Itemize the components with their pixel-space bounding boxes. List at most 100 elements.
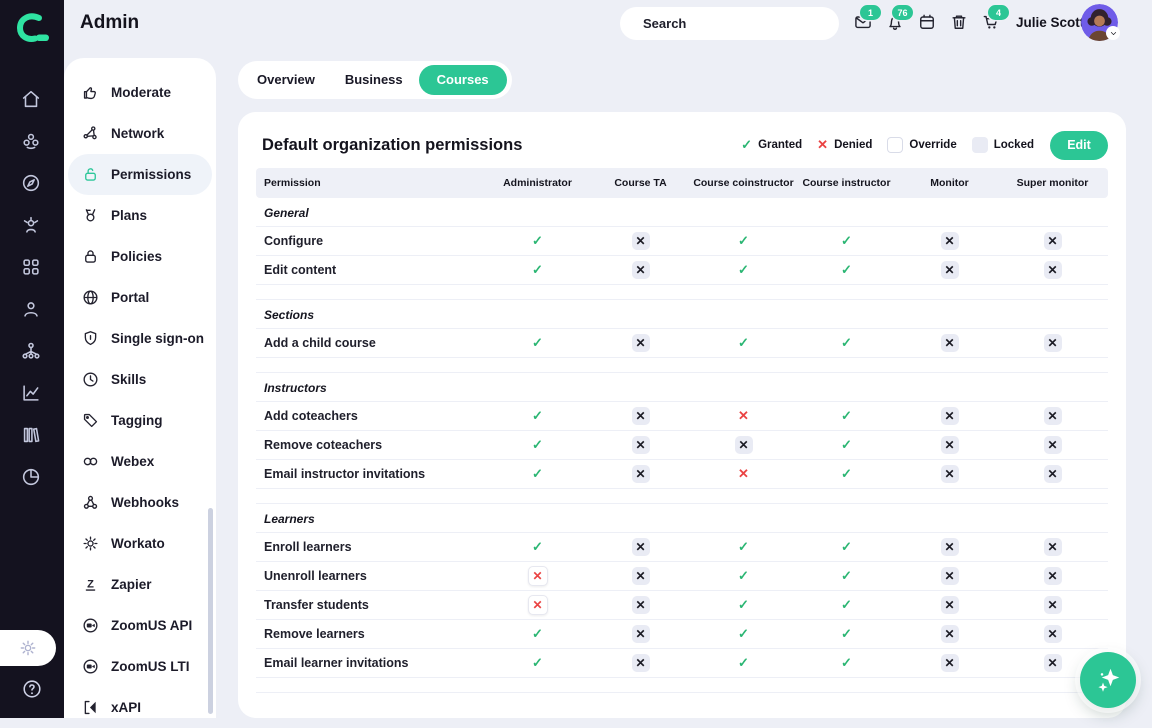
sidebar-item-portal[interactable]: Portal <box>68 277 212 318</box>
sidebar-item-skills[interactable]: Skills <box>68 359 212 400</box>
hierarchy-icon <box>20 340 42 362</box>
permission-cell: ✕ <box>1001 654 1104 672</box>
rail-item-compass[interactable] <box>20 172 44 196</box>
legend-label: Locked <box>993 139 1034 151</box>
assistant-fab[interactable] <box>1080 652 1136 708</box>
granted-check-icon: ✓ <box>738 233 749 248</box>
trash-button[interactable] <box>949 12 969 32</box>
locked-x-icon: ✕ <box>1043 654 1062 672</box>
sidebar-item-label: Portal <box>111 290 150 305</box>
table-row: Add a child course ✓ ✕ ✓ ✓ ✕ ✕ <box>256 329 1108 358</box>
locked-x-icon: ✕ <box>1043 436 1062 454</box>
sidebar-item-label: ZoomUS API <box>111 618 193 633</box>
legend-granted: ✓ Granted <box>741 137 802 153</box>
rail-item-pie[interactable] <box>20 466 44 490</box>
permission-cell: ✕ <box>486 566 589 586</box>
sidebar-item-network[interactable]: Network <box>68 113 212 154</box>
icon-rail <box>0 0 64 718</box>
sidebar-item-permissions[interactable]: Permissions <box>68 154 212 195</box>
sidebar-item-policies[interactable]: Policies <box>68 236 212 277</box>
edit-button[interactable]: Edit <box>1050 130 1108 160</box>
gear-icon <box>18 638 38 658</box>
sidebar-item-single-sign-on[interactable]: Single sign-on <box>68 318 212 359</box>
rail-item-hierarchy[interactable] <box>20 340 44 364</box>
brand-logo[interactable] <box>10 8 54 52</box>
tab-business[interactable]: Business <box>344 72 403 87</box>
user-name[interactable]: Julie Scott <box>1016 15 1085 30</box>
search-input[interactable] <box>641 15 820 32</box>
calendar-button[interactable] <box>917 12 937 32</box>
cart-button[interactable]: 4 <box>981 5 1009 32</box>
mail-button[interactable]: 1 <box>853 5 881 32</box>
column-header: Course instructor <box>802 177 891 189</box>
sidebar-item-label: Single sign-on <box>111 331 204 346</box>
locked-x-icon: ✕ <box>1043 596 1062 614</box>
trash-icon <box>949 12 969 32</box>
rail-item-members[interactable] <box>20 130 44 154</box>
rail-item-library[interactable] <box>20 424 44 448</box>
permission-cell: ✕ <box>1001 334 1104 352</box>
sidebar-item-workato[interactable]: Workato <box>68 523 212 564</box>
sidebar-scrollbar[interactable] <box>208 508 213 714</box>
granted-check-icon: ✓ <box>532 233 543 248</box>
permission-cell: ✕ <box>589 567 692 585</box>
permission-cell: ✓ <box>486 539 589 555</box>
locked-x-icon: ✕ <box>631 261 650 279</box>
permission-cell: ✕ <box>589 538 692 556</box>
sidebar-item-tagging[interactable]: Tagging <box>68 400 212 441</box>
sidebar: Moderate Network Permissions Plans Policies P… <box>64 58 216 718</box>
tab-overview[interactable]: Overview <box>257 72 315 87</box>
permission-cell: ✓ <box>692 597 795 613</box>
mail-badge: 1 <box>860 5 881 20</box>
table-row: Enroll learners ✓ ✕ ✓ ✓ ✕ ✕ <box>256 533 1108 562</box>
locked-x-icon: ✕ <box>631 407 650 425</box>
locked-x-icon: ✕ <box>631 625 650 643</box>
user-menu-chevron[interactable] <box>1106 26 1120 40</box>
granted-check-icon: ✓ <box>841 233 852 248</box>
table-row: Remove learners ✓ ✕ ✓ ✓ ✕ ✕ <box>256 620 1108 649</box>
permission-cell: ✕ <box>1001 407 1104 425</box>
sidebar-item-label: Skills <box>111 372 147 387</box>
sidebar-item-webhooks[interactable]: Webhooks <box>68 482 212 523</box>
section-general: General Configure ✓ ✕ ✓ ✓ ✕ ✕ Edit content ✓ ✕ ✓ ✓ ✕ ✕ <box>256 198 1108 285</box>
permission-label: Transfer students <box>264 598 369 612</box>
granted-check-icon: ✓ <box>532 262 543 277</box>
header-icons: 1 76 4 <box>853 5 1009 32</box>
locked-x-icon: ✕ <box>1043 232 1062 250</box>
granted-check-icon: ✓ <box>532 466 543 481</box>
sidebar-item-xapi[interactable]: xAPI <box>68 687 212 728</box>
permission-cell: ✕ <box>1001 465 1104 483</box>
rail-item-analytics[interactable] <box>20 382 44 406</box>
permission-label: Configure <box>264 234 324 248</box>
tab-courses[interactable]: Courses <box>418 65 507 95</box>
grid-icon <box>20 256 42 278</box>
webex-icon <box>81 452 100 471</box>
rail-item-community[interactable] <box>20 214 44 238</box>
rail-item-settings[interactable] <box>0 630 56 666</box>
gear-icon <box>81 534 100 553</box>
rail-item-grid[interactable] <box>20 256 44 280</box>
notifications-button[interactable]: 76 <box>885 5 913 32</box>
column-header: Course TA <box>614 177 667 189</box>
rail-item-home[interactable] <box>20 88 44 112</box>
sidebar-item-moderate[interactable]: Moderate <box>68 72 212 113</box>
person-icon <box>20 298 42 320</box>
permission-cell: ✕ <box>1001 232 1104 250</box>
locked-x-icon: ✕ <box>631 436 650 454</box>
sidebar-item-zoomus-api[interactable]: ZoomUS API <box>68 605 212 646</box>
sidebar-item-zoomus-lti[interactable]: ZoomUS LTI <box>68 646 212 687</box>
zapier-icon: Z <box>81 575 100 594</box>
tag-icon <box>81 411 100 430</box>
table-row: Email learner invitations ✓ ✕ ✓ ✓ ✕ ✕ <box>256 649 1108 678</box>
locked-x-icon: ✕ <box>940 625 959 643</box>
search-bar[interactable] <box>620 7 839 40</box>
sidebar-item-webex[interactable]: Webex <box>68 441 212 482</box>
permission-cell: ✓ <box>795 437 898 453</box>
sidebar-item-zapier[interactable]: Z Zapier <box>68 564 212 605</box>
sidebar-item-plans[interactable]: Plans <box>68 195 212 236</box>
permission-cell: ✓ <box>486 466 589 482</box>
granted-check-icon: ✓ <box>841 655 852 670</box>
rail-item-person[interactable] <box>20 298 44 322</box>
rail-item-help[interactable] <box>21 678 43 700</box>
lock-open-icon <box>81 165 100 184</box>
